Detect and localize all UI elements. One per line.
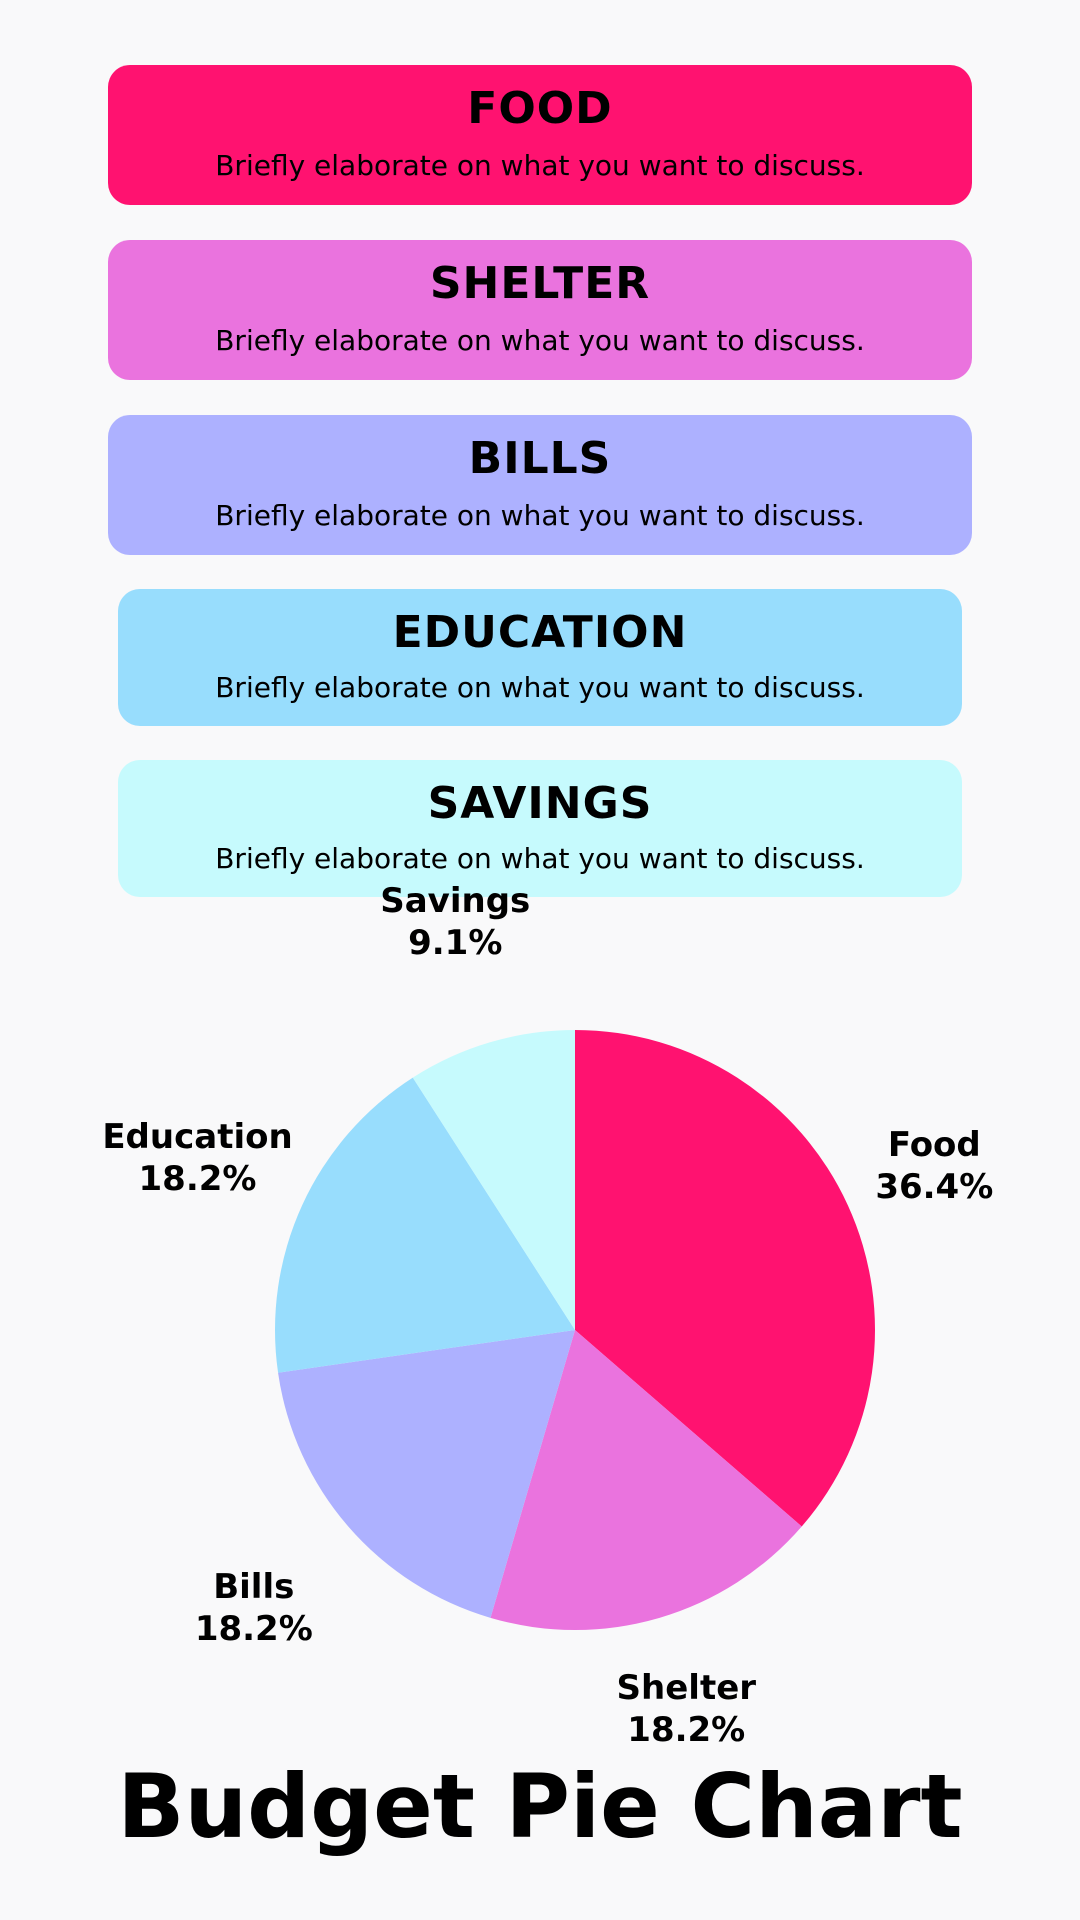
pie-slice-shelter	[490, 1330, 802, 1630]
chart-title: Budget Pie Chart	[117, 1755, 963, 1858]
slice-label-shelter: Shelter 18.2%	[617, 1667, 757, 1751]
card-description: Briefly elaborate on what you want to di…	[215, 842, 865, 875]
pie-slice-food	[575, 1030, 875, 1527]
slice-percent: 9.1%	[408, 923, 503, 964]
card-description: Briefly elaborate on what you want to di…	[215, 499, 865, 532]
budget-pie-chart	[275, 1030, 875, 1630]
card-education: EDUCATION Briefly elaborate on what you …	[118, 589, 962, 726]
slice-label-savings: Savings 9.1%	[380, 880, 530, 964]
slice-name: Shelter	[616, 1667, 757, 1708]
pie-slice-education	[275, 1077, 575, 1373]
slice-name: Food	[887, 1124, 981, 1165]
slice-name: Education	[102, 1116, 293, 1157]
slice-label-education: Education 18.2%	[102, 1116, 292, 1200]
slice-percent: 36.4%	[875, 1166, 994, 1207]
slice-percent: 18.2%	[194, 1609, 313, 1650]
card-savings: SAVINGS Briefly elaborate on what you wa…	[118, 760, 962, 897]
card-title: FOOD	[467, 83, 613, 134]
card-description: Briefly elaborate on what you want to di…	[215, 671, 865, 704]
card-food: FOOD Briefly elaborate on what you want …	[108, 65, 972, 205]
card-title: BILLS	[468, 433, 612, 484]
slice-label-bills: Bills 18.2%	[195, 1566, 313, 1650]
slice-percent: 18.2%	[627, 1709, 746, 1750]
card-title: SHELTER	[429, 258, 651, 309]
pie-slice-bills	[278, 1330, 575, 1618]
card-bills: BILLS Briefly elaborate on what you want…	[108, 415, 972, 555]
slice-name: Savings	[380, 881, 531, 922]
card-shelter: SHELTER Briefly elaborate on what you wa…	[108, 240, 972, 380]
slice-name: Bills	[213, 1567, 295, 1608]
slice-percent: 18.2%	[138, 1158, 257, 1199]
pie-slice-savings	[412, 1030, 575, 1330]
card-title: EDUCATION	[392, 607, 688, 658]
slice-label-food: Food 36.4%	[875, 1124, 993, 1208]
card-description: Briefly elaborate on what you want to di…	[215, 149, 865, 182]
card-description: Briefly elaborate on what you want to di…	[215, 324, 865, 357]
card-title: SAVINGS	[427, 778, 653, 829]
